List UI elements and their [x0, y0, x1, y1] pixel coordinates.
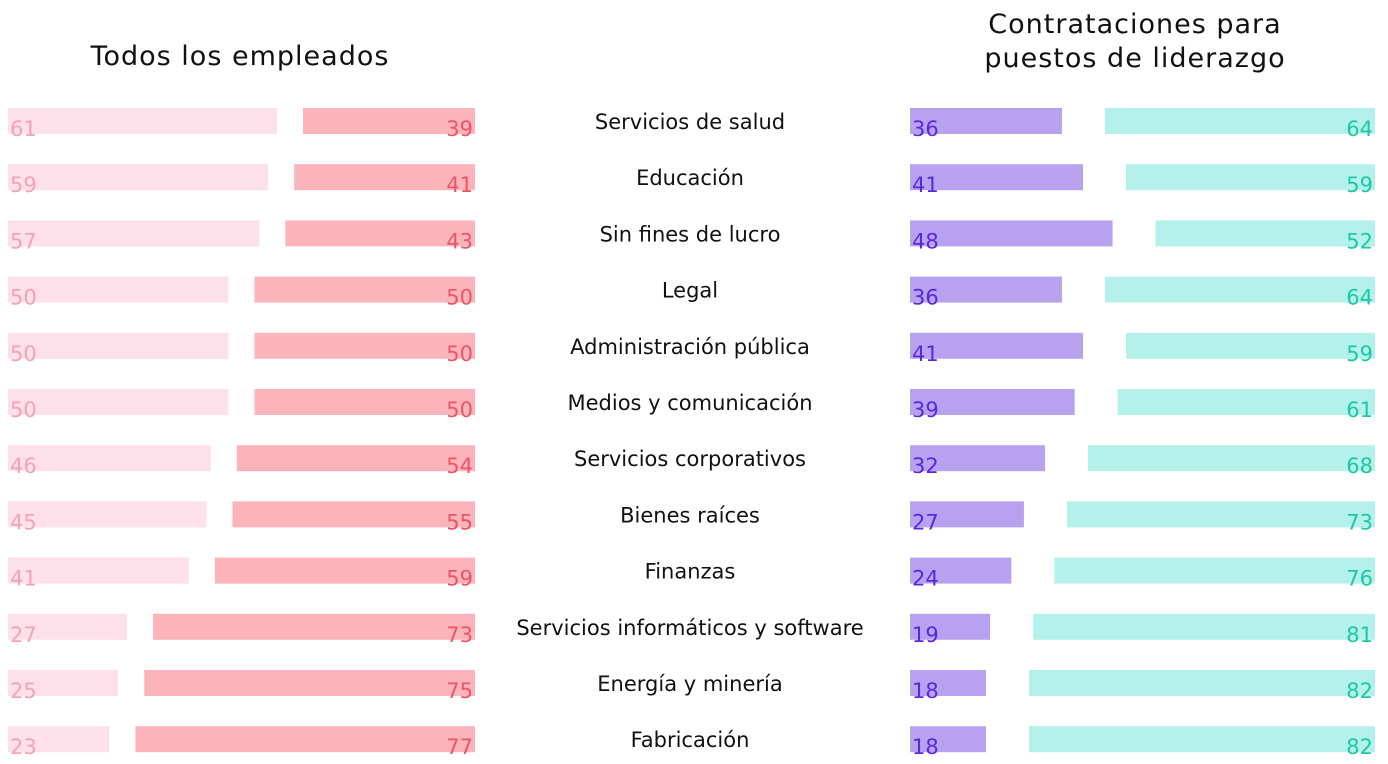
- bar: [255, 389, 476, 415]
- value-label: 25: [10, 679, 37, 703]
- category-label: Finanzas: [645, 560, 736, 584]
- value-label: 41: [912, 173, 939, 197]
- value-label: 43: [446, 229, 473, 253]
- value-label: 59: [1346, 173, 1373, 197]
- value-label: 54: [446, 454, 473, 478]
- value-label: 50: [446, 398, 473, 422]
- bar: [135, 726, 475, 752]
- category-label: Administración pública: [570, 335, 810, 359]
- value-label: 23: [10, 735, 37, 759]
- bar: [8, 220, 259, 246]
- bar: [8, 164, 268, 190]
- bar: [1088, 445, 1375, 471]
- bar: [8, 108, 277, 134]
- value-label: 27: [912, 510, 939, 534]
- value-label: 50: [446, 286, 473, 310]
- value-label: 61: [10, 117, 37, 141]
- value-label: 75: [446, 679, 473, 703]
- bar: [8, 501, 206, 527]
- value-label: 36: [912, 286, 939, 310]
- bar: [1033, 614, 1375, 640]
- value-label: 41: [446, 173, 473, 197]
- bar: [8, 333, 229, 359]
- bar: [215, 558, 475, 584]
- bar: [1054, 558, 1375, 584]
- bar: [8, 389, 229, 415]
- bar: [232, 501, 475, 527]
- value-label: 82: [1346, 735, 1373, 759]
- category-label: Servicios de salud: [595, 110, 785, 134]
- category-label: Fabricación: [631, 728, 750, 752]
- value-label: 73: [1346, 510, 1373, 534]
- bar: [1029, 670, 1375, 696]
- bar: [1067, 501, 1375, 527]
- value-label: 19: [912, 623, 939, 647]
- value-label: 39: [912, 398, 939, 422]
- bar: [1105, 277, 1375, 303]
- value-label: 55: [446, 510, 473, 534]
- bar: [144, 670, 475, 696]
- value-label: 59: [1346, 342, 1373, 366]
- infographic: Servicios de salud Educación Sin fines de …: [0, 0, 1388, 764]
- chart: Servicios de salud Educación Sin fines de …: [0, 0, 1388, 764]
- bar: [1126, 333, 1375, 359]
- value-label: 61: [1346, 398, 1373, 422]
- value-label: 77: [446, 735, 473, 759]
- value-label: 50: [10, 398, 37, 422]
- category-label: Energía y minería: [597, 672, 782, 696]
- value-label: 32: [912, 454, 939, 478]
- value-label: 27: [10, 623, 37, 647]
- value-label: 45: [10, 510, 37, 534]
- value-label: 59: [10, 173, 37, 197]
- bar: [237, 445, 475, 471]
- value-label: 73: [446, 623, 473, 647]
- value-label: 39: [446, 117, 473, 141]
- category-label: Servicios informáticos y software: [516, 616, 863, 640]
- bar: [255, 277, 476, 303]
- category-label: Sin fines de lucro: [600, 222, 781, 246]
- value-label: 59: [446, 567, 473, 591]
- value-label: 41: [912, 342, 939, 366]
- value-label: 48: [912, 229, 939, 253]
- value-label: 81: [1346, 623, 1373, 647]
- value-label: 36: [912, 117, 939, 141]
- category-label: Servicios corporativos: [574, 447, 806, 471]
- value-label: 50: [10, 286, 37, 310]
- value-label: 41: [10, 567, 37, 591]
- value-label: 68: [1346, 454, 1373, 478]
- value-label: 64: [1346, 117, 1373, 141]
- bar: [1029, 726, 1375, 752]
- bar: [8, 445, 211, 471]
- value-label: 57: [10, 229, 37, 253]
- value-label: 46: [10, 454, 37, 478]
- bar: [255, 333, 476, 359]
- bar: [8, 277, 229, 303]
- value-label: 76: [1346, 567, 1373, 591]
- value-label: 50: [10, 342, 37, 366]
- value-label: 64: [1346, 286, 1373, 310]
- value-label: 52: [1346, 229, 1373, 253]
- category-label: Medios y comunicación: [567, 391, 812, 415]
- category-label: Legal: [662, 279, 718, 303]
- category-label: Bienes raíces: [620, 503, 760, 527]
- bar: [910, 220, 1113, 246]
- value-label: 82: [1346, 679, 1373, 703]
- panel-title: Contrataciones para puestos de liderazgo: [945, 8, 1325, 76]
- bar: [1118, 389, 1375, 415]
- value-label: 50: [446, 342, 473, 366]
- panel-title: Todos los empleados: [40, 40, 440, 74]
- bar: [153, 614, 475, 640]
- bar: [1156, 220, 1375, 246]
- value-label: 24: [912, 567, 939, 591]
- value-label: 18: [912, 735, 939, 759]
- category-label: Educación: [636, 166, 744, 190]
- value-label: 18: [912, 679, 939, 703]
- bar: [1126, 164, 1375, 190]
- bar: [1105, 108, 1375, 134]
